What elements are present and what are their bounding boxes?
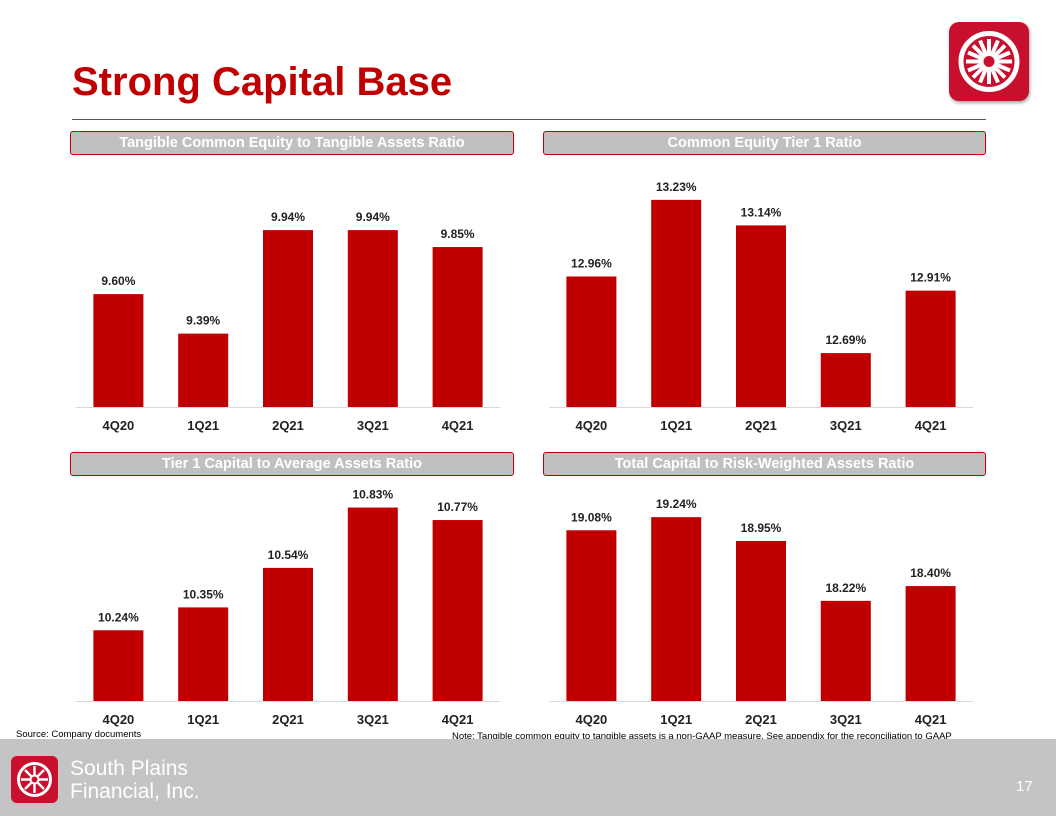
- title-divider: [72, 119, 986, 120]
- x-tick-label: 4Q20: [575, 418, 607, 433]
- data-label: 9.60%: [101, 274, 135, 288]
- x-tick-label: 4Q21: [442, 712, 474, 727]
- x-tick-label: 3Q21: [357, 712, 389, 727]
- data-label: 10.83%: [352, 488, 393, 502]
- footer-company-name: South Plains Financial, Inc.: [70, 757, 200, 803]
- bar-4-4Q20: [566, 530, 617, 701]
- x-tick-label: 1Q21: [187, 712, 219, 727]
- x-tick-label: 4Q21: [915, 418, 947, 433]
- data-label: 19.08%: [571, 510, 612, 524]
- bar-2-3Q21: [820, 353, 871, 407]
- x-tick-label: 1Q21: [187, 418, 219, 433]
- chart-4-title: Total Capital to Risk-Weighted Assets Ra…: [543, 452, 986, 476]
- bar-3-4Q20: [93, 630, 144, 701]
- data-label: 9.94%: [271, 210, 305, 224]
- footnote: Note: Tangible common equity to tangible…: [452, 731, 952, 742]
- x-tick-label: 2Q21: [745, 418, 777, 433]
- bar-2-4Q20: [566, 276, 617, 407]
- x-tick-label: 4Q21: [442, 418, 474, 433]
- data-label: 10.77%: [437, 500, 478, 514]
- bar-3-3Q21: [347, 507, 398, 701]
- bar-1-1Q21: [178, 333, 229, 407]
- company-name-line1: South Plains: [70, 757, 188, 780]
- x-tick-label: 3Q21: [357, 418, 389, 433]
- data-label: 18.95%: [741, 521, 782, 535]
- x-tick-label: 4Q20: [575, 712, 607, 727]
- bar-1-2Q21: [263, 230, 313, 407]
- bar-1-3Q21: [347, 230, 398, 407]
- bar-2-4Q21: [905, 290, 956, 407]
- chart-3-title: Tier 1 Capital to Average Assets Ratio: [70, 452, 514, 476]
- x-tick-label: 4Q21: [915, 712, 947, 727]
- data-label: 13.23%: [656, 180, 697, 194]
- data-label: 9.85%: [441, 227, 475, 241]
- bar-4-3Q21: [820, 600, 871, 701]
- data-label: 12.69%: [825, 333, 866, 347]
- data-label: 9.39%: [186, 314, 220, 328]
- source-note: Source: Company documents: [16, 729, 142, 740]
- bar-1-4Q20: [93, 294, 144, 407]
- bar-4-2Q21: [736, 540, 786, 701]
- data-label: 18.40%: [910, 566, 951, 580]
- x-tick-label: 3Q21: [830, 418, 862, 433]
- wagon-wheel-logo-icon: [17, 762, 52, 797]
- chart-1-title: Tangible Common Equity to Tangible Asset…: [70, 131, 514, 155]
- page-number: 17: [1016, 778, 1033, 795]
- wagon-wheel-logo-icon: [958, 31, 1020, 92]
- bar-4-1Q21: [651, 517, 702, 701]
- company-name-line2: Financial, Inc.: [70, 780, 200, 803]
- x-tick-label: 1Q21: [660, 712, 692, 727]
- company-logo: [949, 22, 1029, 101]
- data-label: 12.91%: [910, 271, 951, 285]
- chart-2-title: Common Equity Tier 1 Ratio: [543, 131, 986, 155]
- data-label: 10.24%: [98, 610, 139, 624]
- bar-1-4Q21: [432, 247, 483, 407]
- bar-2-2Q21: [736, 225, 786, 407]
- data-label: 10.35%: [183, 587, 224, 601]
- x-tick-label: 3Q21: [830, 712, 862, 727]
- data-label: 10.54%: [268, 548, 309, 562]
- x-tick-label: 2Q21: [272, 712, 304, 727]
- data-label: 19.24%: [656, 497, 697, 511]
- x-tick-label: 4Q20: [102, 712, 134, 727]
- data-label: 18.22%: [825, 581, 866, 595]
- page-title: Strong Capital Base: [72, 60, 453, 104]
- x-tick-label: 4Q20: [102, 418, 134, 433]
- footer-band: [0, 739, 1056, 816]
- bar-3-4Q21: [432, 520, 483, 701]
- footer-logo: [11, 756, 58, 803]
- bar-3-2Q21: [263, 567, 313, 701]
- x-tick-label: 2Q21: [272, 418, 304, 433]
- bar-2-1Q21: [651, 199, 702, 407]
- bar-4-4Q21: [905, 586, 956, 701]
- bar-3-1Q21: [178, 607, 229, 701]
- data-label: 13.14%: [741, 205, 782, 219]
- data-label: 12.96%: [571, 256, 612, 270]
- x-tick-label: 1Q21: [660, 418, 692, 433]
- data-label: 9.94%: [356, 210, 390, 224]
- x-tick-label: 2Q21: [745, 712, 777, 727]
